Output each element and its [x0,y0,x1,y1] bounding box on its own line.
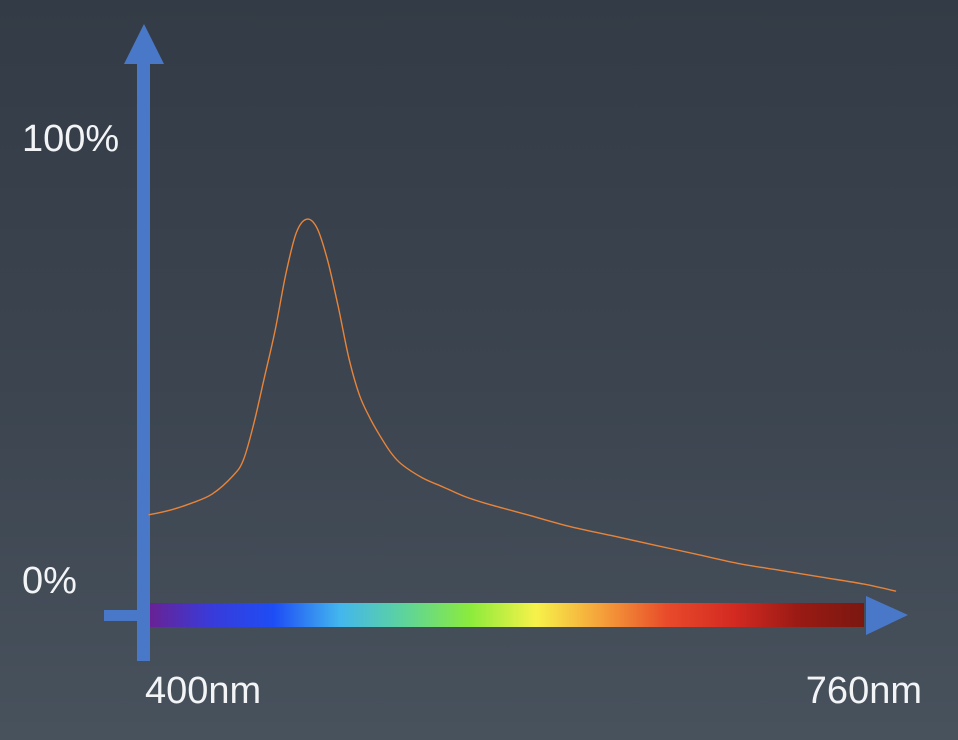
series-line [148,218,897,592]
spectrum-bar [143,603,864,627]
y-axis-line [137,58,150,661]
x-tick-label-760nm: 760nm [806,670,922,712]
x-tick-label-400nm: 400nm [145,670,261,712]
x-axis [104,596,908,635]
y-axis-arrowhead [124,24,164,64]
x-axis-arrowhead [866,596,908,635]
y-axis [124,24,164,661]
x-axis-stub [104,610,146,621]
y-tick-label-100: 100% [22,118,119,160]
y-tick-label-0: 0% [22,560,77,602]
